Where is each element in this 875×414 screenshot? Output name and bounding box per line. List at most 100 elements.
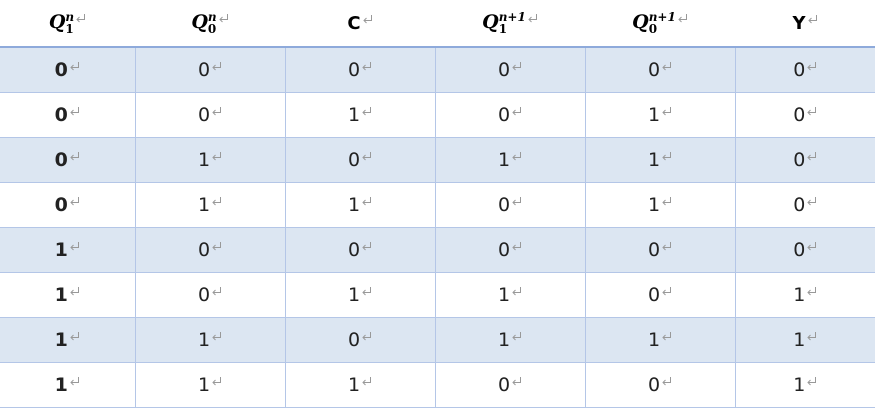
table-row: 1 1 1 0 0 1 <box>0 362 875 408</box>
table-cell: 1 <box>134 182 285 228</box>
table-cell: 1 <box>0 362 135 408</box>
cell-value: 0 <box>197 284 211 306</box>
paragraph-mark <box>662 197 672 206</box>
script-stack: n+1 1 <box>499 11 526 35</box>
table-cell: 1 <box>434 272 585 318</box>
table-row: 1 1 0 1 1 1 <box>0 317 875 363</box>
paragraph-mark <box>362 107 372 116</box>
header-base: Q <box>48 11 66 33</box>
header-base: Q <box>482 11 499 33</box>
header-superscript: n+1 <box>648 10 676 24</box>
paragraph-mark <box>512 152 522 161</box>
paragraph-mark <box>662 152 672 161</box>
paragraph-mark <box>212 332 222 341</box>
cell-value: 1 <box>347 104 361 126</box>
table-cell: 1 <box>434 317 585 363</box>
header-subscript: 1 <box>498 22 508 36</box>
table-cell: 1 <box>734 272 875 318</box>
cell-value: 0 <box>197 239 211 261</box>
cell-value: 0 <box>497 59 511 81</box>
header-label: Y <box>792 13 805 34</box>
table-cell: 0 <box>734 227 875 273</box>
table-cell: 0 <box>584 272 735 318</box>
cell-value: 1 <box>347 194 361 216</box>
paragraph-mark <box>362 242 372 251</box>
header-superscript: n <box>207 10 217 24</box>
cell-value: 1 <box>497 329 511 351</box>
paragraph-mark <box>70 287 79 296</box>
paragraph-mark <box>807 332 817 341</box>
paragraph-mark <box>70 62 79 71</box>
table-cell: 0 <box>734 47 875 93</box>
table-cell: 0 <box>434 182 585 228</box>
cell-value: 1 <box>197 149 211 171</box>
cell-value: 0 <box>647 284 661 306</box>
table-cell: 0 <box>284 47 435 93</box>
paragraph-mark <box>218 14 228 23</box>
cell-value: 0 <box>647 374 661 396</box>
header-subscript: 1 <box>65 22 74 36</box>
table-cell: 0 <box>734 182 875 228</box>
paragraph-mark <box>807 107 817 116</box>
cell-value: 1 <box>54 284 68 306</box>
table-cell: 1 <box>0 227 135 273</box>
paragraph-mark <box>362 197 372 206</box>
script-stack: n+1 0 <box>649 11 676 35</box>
paragraph-mark <box>528 14 537 23</box>
table-cell: 0 <box>134 92 285 138</box>
cell-value: 1 <box>793 329 806 351</box>
cell-value: 1 <box>647 194 661 216</box>
table-cell: 1 <box>134 317 285 363</box>
cell-value: 0 <box>197 59 211 81</box>
table-cell: 1 <box>284 92 435 138</box>
table-cell: 0 <box>284 137 435 183</box>
paragraph-mark <box>807 242 817 251</box>
table-cell: 1 <box>584 317 735 363</box>
table-cell: 1 <box>734 362 875 408</box>
cell-value: 0 <box>197 104 211 126</box>
cell-value: 0 <box>793 239 806 261</box>
header-label: C <box>347 13 360 34</box>
table-cell: 0 <box>584 227 735 273</box>
cell-value: 0 <box>793 194 806 216</box>
table-cell: 1 <box>584 182 735 228</box>
cell-value: 0 <box>793 149 806 171</box>
table-cell: 0 <box>0 137 135 183</box>
table-cell: 0 <box>584 47 735 93</box>
table-cell: 1 <box>584 92 735 138</box>
paragraph-mark <box>70 152 79 161</box>
table-cell: 1 <box>284 362 435 408</box>
paragraph-mark <box>807 62 817 71</box>
cell-value: 0 <box>54 104 68 126</box>
cell-value: 0 <box>347 239 361 261</box>
paragraph-mark <box>362 152 372 161</box>
paragraph-mark <box>212 242 222 251</box>
paragraph-mark <box>70 377 79 386</box>
paragraph-mark <box>362 62 372 71</box>
cell-value: 0 <box>497 239 511 261</box>
table-row: 0 0 0 0 0 0 <box>0 47 875 93</box>
cell-value: 1 <box>197 329 211 351</box>
paragraph-mark <box>512 62 522 71</box>
cell-value: 1 <box>197 194 211 216</box>
paragraph-mark <box>212 377 222 386</box>
paragraph-mark <box>212 107 222 116</box>
cell-value: 0 <box>347 329 361 351</box>
cell-value: 1 <box>647 104 661 126</box>
table-cell: 1 <box>584 137 735 183</box>
cell-value: 1 <box>347 374 361 396</box>
table-cell: 0 <box>434 227 585 273</box>
cell-value: 1 <box>793 374 806 396</box>
cell-value: 1 <box>497 149 511 171</box>
paragraph-mark <box>662 377 672 386</box>
table-row: 1 0 1 1 0 1 <box>0 272 875 318</box>
table-cell: 0 <box>584 362 735 408</box>
paragraph-mark <box>362 287 372 296</box>
